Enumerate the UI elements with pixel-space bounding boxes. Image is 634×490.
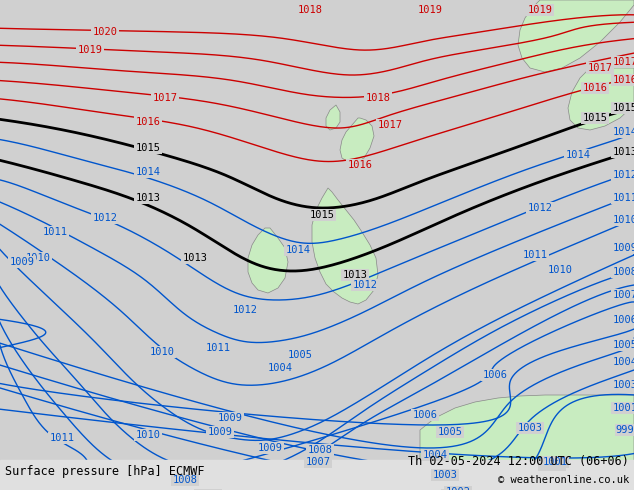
Text: 1009: 1009 [217,413,242,423]
Text: 1010: 1010 [548,265,573,275]
Text: 1011: 1011 [42,227,67,237]
Text: 1014: 1014 [136,167,160,177]
Polygon shape [340,118,374,162]
Text: 1015: 1015 [309,210,335,220]
Text: 1010: 1010 [25,253,51,263]
Text: 1016: 1016 [347,160,373,170]
Text: 1005: 1005 [437,427,462,437]
Text: 1009: 1009 [612,243,634,253]
Text: 1014: 1014 [566,150,590,160]
Text: 1016: 1016 [583,83,607,93]
Text: 1004: 1004 [612,357,634,367]
Text: 1011: 1011 [612,193,634,203]
Text: 1009: 1009 [10,257,34,267]
Text: 1012: 1012 [527,203,552,213]
Text: 1001: 1001 [540,460,564,470]
Text: 1004: 1004 [422,450,448,460]
Polygon shape [518,0,634,72]
Text: 1005: 1005 [612,340,634,350]
Text: 1006: 1006 [413,410,437,420]
Text: 1001: 1001 [612,403,634,413]
Text: 1003: 1003 [612,380,634,390]
Text: 1011: 1011 [205,343,231,353]
Text: 1013: 1013 [612,147,634,157]
Text: 1009: 1009 [257,443,283,453]
Text: 1016: 1016 [612,75,634,85]
Text: 1015: 1015 [583,113,607,123]
Text: 1014: 1014 [612,127,634,137]
Text: 1010: 1010 [136,430,160,440]
Text: 1018: 1018 [365,93,391,103]
Text: 1019: 1019 [418,5,443,15]
Text: Th 02-05-2024 12:00 UTC (06+06): Th 02-05-2024 12:00 UTC (06+06) [408,455,629,468]
Text: 1009: 1009 [207,427,233,437]
Text: 1012: 1012 [93,213,117,223]
Text: 1011: 1011 [522,250,548,260]
Text: 1002: 1002 [446,487,470,490]
Text: 1017: 1017 [612,57,634,67]
Polygon shape [420,395,634,490]
Text: 1017: 1017 [377,120,403,130]
Text: 1012: 1012 [612,170,634,180]
Text: 1019: 1019 [527,5,552,15]
Text: 1012: 1012 [353,280,377,290]
Text: 999: 999 [616,425,634,435]
Text: 1010: 1010 [612,215,634,225]
Text: 1008: 1008 [172,475,198,485]
Text: 1007: 1007 [306,457,330,467]
Text: 1017: 1017 [153,93,178,103]
Text: 1008: 1008 [612,267,634,277]
Text: Surface pressure [hPa] ECMWF: Surface pressure [hPa] ECMWF [5,465,205,478]
Text: 1019: 1019 [77,45,103,55]
Polygon shape [248,228,288,293]
Text: 1001: 1001 [543,457,567,467]
Text: 1003: 1003 [517,423,543,433]
Polygon shape [568,68,634,130]
Text: 1012: 1012 [233,305,257,315]
Text: 1018: 1018 [297,5,323,15]
Text: 1006: 1006 [612,315,634,325]
Polygon shape [326,105,340,130]
Text: 1015: 1015 [136,143,160,153]
Text: 1006: 1006 [482,370,507,380]
Text: 1013: 1013 [342,270,368,280]
Text: 1011: 1011 [49,433,75,443]
Text: 1015: 1015 [612,103,634,113]
Text: 1020: 1020 [93,27,117,37]
Polygon shape [0,460,634,490]
Text: 1003: 1003 [432,470,458,480]
Text: 1016: 1016 [136,117,160,127]
Text: 1017: 1017 [588,63,612,73]
Text: 1013: 1013 [136,193,160,203]
Text: 1007: 1007 [612,290,634,300]
Text: 1008: 1008 [307,445,332,455]
Text: 1014: 1014 [285,245,311,255]
Text: © weatheronline.co.uk: © weatheronline.co.uk [498,475,629,485]
Polygon shape [312,188,378,304]
Text: 1010: 1010 [150,347,174,357]
Text: 1013: 1013 [183,253,207,263]
Text: 1005: 1005 [287,350,313,360]
Text: 1004: 1004 [268,363,292,373]
